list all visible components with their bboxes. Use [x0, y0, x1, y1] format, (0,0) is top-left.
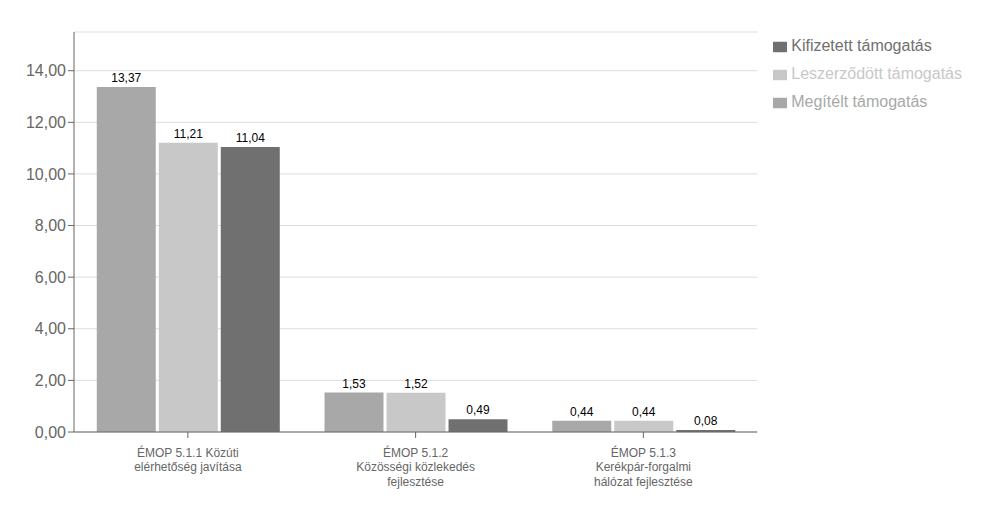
svg-text:1,52: 1,52 [404, 377, 428, 391]
svg-text:12,00: 12,00 [26, 114, 66, 131]
svg-text:4,00: 4,00 [35, 320, 66, 337]
svg-text:13,37: 13,37 [111, 71, 141, 85]
html-text:Megítélt támogatás: Megítélt támogatás [791, 93, 928, 110]
svg-text:ÉMOP 5.1.1 Közútielérhetőség j: ÉMOP 5.1.1 Közútielérhetőség javítása [134, 445, 242, 474]
svg-text:0,00: 0,00 [35, 424, 66, 441]
svg-text:11,21: 11,21 [174, 127, 203, 141]
svg-text:0,44: 0,44 [632, 405, 656, 419]
svg-text:0,44: 0,44 [570, 405, 594, 419]
svg-text:14,00: 14,00 [26, 62, 66, 79]
svg-text:10,00: 10,00 [26, 166, 66, 183]
svg-text:ÉMOP 5.1.3Kerékpár-forgalmihál: ÉMOP 5.1.3Kerékpár-forgalmihálózat fejle… [594, 445, 693, 489]
svg-text:ÉMOP 5.1.2Közösségi közlekedés: ÉMOP 5.1.2Közösségi közlekedésfejlesztés… [356, 445, 475, 489]
svg-text:0,08: 0,08 [694, 414, 718, 428]
svg-text:0,49: 0,49 [466, 403, 490, 417]
svg-text:1,53: 1,53 [342, 377, 366, 391]
svg-text:2,00: 2,00 [35, 372, 66, 389]
svg-text:6,00: 6,00 [35, 269, 66, 286]
svg-text:11,04: 11,04 [236, 131, 265, 145]
html-text:Leszerződött támogatás: Leszerződött támogatás [791, 65, 962, 82]
html-text:Kifizetett támogatás: Kifizetett támogatás [791, 37, 932, 54]
svg-text:8,00: 8,00 [35, 217, 66, 234]
